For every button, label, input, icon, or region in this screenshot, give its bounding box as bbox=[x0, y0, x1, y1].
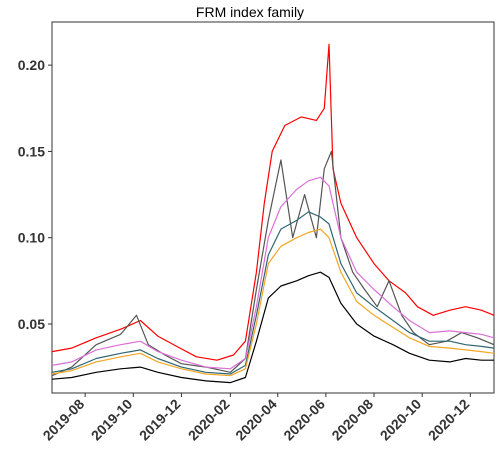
series-line-4 bbox=[51, 211, 495, 375]
y-tick-label: 0.05 bbox=[18, 316, 45, 332]
series-line-2 bbox=[51, 150, 495, 377]
series-line-6 bbox=[51, 271, 494, 384]
y-tick-label: 0.15 bbox=[18, 143, 45, 159]
x-tick-label: 2019-08 bbox=[40, 396, 88, 444]
x-tick-label: 2020-02 bbox=[185, 396, 233, 444]
x-tick-label: 2020-12 bbox=[425, 396, 473, 444]
x-tick-label: 2020-08 bbox=[328, 396, 376, 444]
x-tick-label: 2020-06 bbox=[280, 396, 328, 444]
y-tick-label: 0.10 bbox=[18, 230, 45, 246]
x-tick-label: 2020-04 bbox=[232, 396, 280, 444]
plot-panel bbox=[51, 21, 495, 394]
x-tick-label: 2019-12 bbox=[136, 396, 184, 444]
x-tick-label: 2019-10 bbox=[88, 396, 136, 444]
y-tick-label: 0.20 bbox=[18, 57, 45, 73]
series-line-5 bbox=[51, 228, 495, 377]
series-line-1 bbox=[51, 43, 495, 361]
chart-title: FRM index family bbox=[195, 4, 305, 20]
x-tick-label: 2020-10 bbox=[377, 396, 425, 444]
series-line-3 bbox=[51, 176, 495, 370]
